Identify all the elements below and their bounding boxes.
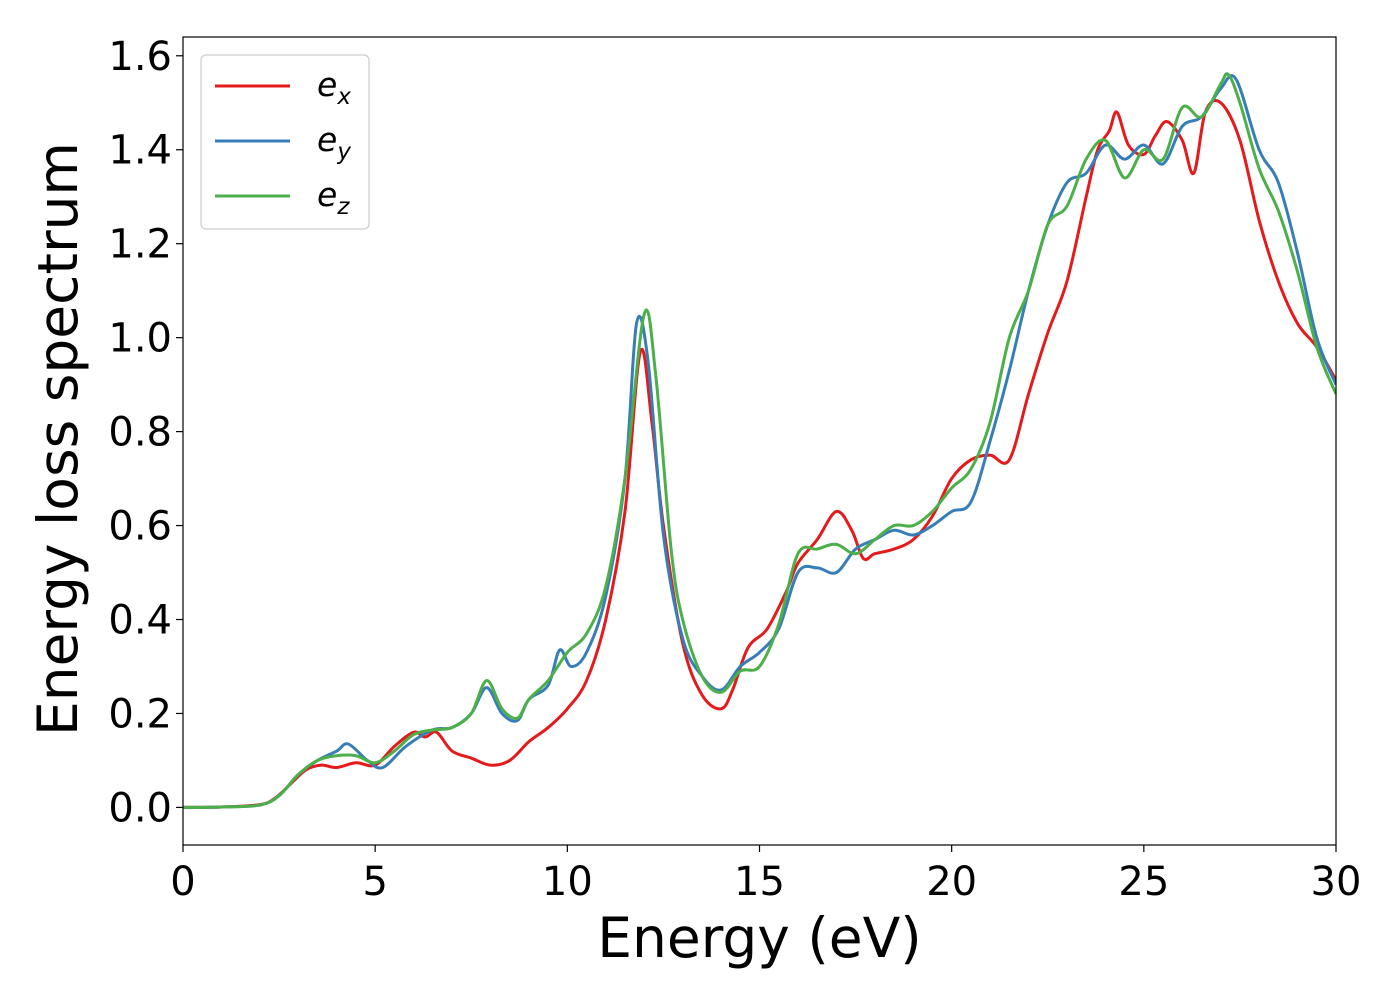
x-tick-label: 5 (362, 859, 387, 905)
legend: ex ey ez (200, 54, 370, 230)
legend-label-e_y: ey (317, 120, 351, 165)
x-tick-label: 10 (542, 859, 593, 905)
legend-label-e_z: ez (317, 175, 350, 220)
y-axis-title: Energy loss spectrum (26, 142, 90, 736)
y-tick-label: 1.0 (108, 316, 172, 362)
x-tick-label: 30 (1311, 859, 1362, 905)
x-tick-label: 15 (734, 859, 785, 905)
x-tick-label: 25 (1118, 859, 1169, 905)
legend-label-e_x: ex (317, 65, 351, 110)
x-tick-label: 20 (926, 859, 977, 905)
y-tick-label: 0.4 (108, 598, 172, 644)
y-tick-label: 1.2 (108, 222, 172, 268)
y-tick-label: 0.0 (108, 785, 172, 831)
y-tick-label: 0.8 (108, 410, 172, 456)
y-tick-label: 1.6 (108, 34, 172, 80)
y-tick-label: 0.6 (108, 504, 172, 550)
x-tick-label: 0 (170, 859, 195, 905)
series-line-e_z (183, 72, 1336, 809)
x-axis-title: Energy (eV) (597, 906, 921, 970)
y-tick-label: 1.4 (108, 128, 172, 174)
axes: 0 5 10 15 20 25 30 0.0 0.2 0.4 0.6 0.8 1.0 1.2 1.4 1.6 E… (26, 34, 1361, 970)
series-line-e_y (183, 74, 1336, 809)
y-tick-label: 0.2 (108, 691, 172, 737)
